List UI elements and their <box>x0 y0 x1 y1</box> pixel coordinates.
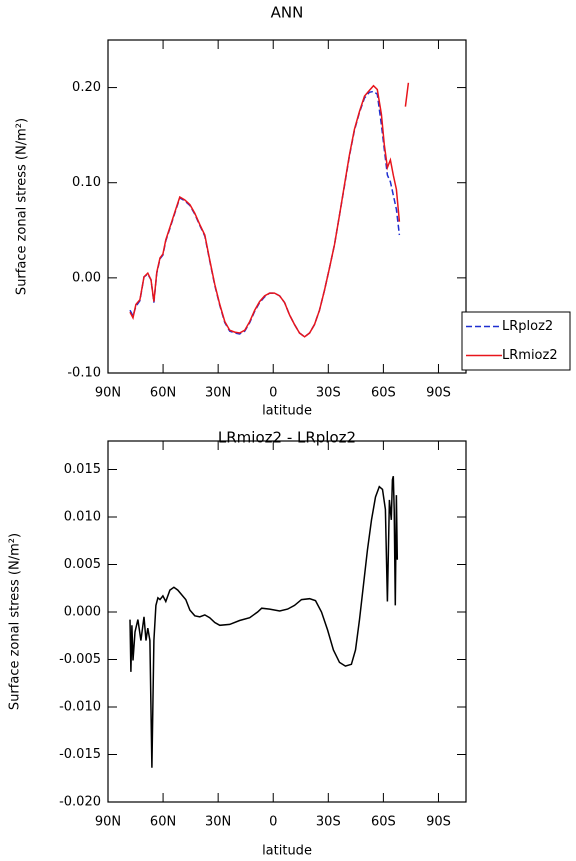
legend-frame <box>461 311 571 371</box>
x-axis-label: latitude <box>262 404 312 419</box>
y-tick-label: -0.005 <box>59 652 101 667</box>
x-tick-label: 30N <box>205 386 231 401</box>
y-tick-label: 0.015 <box>64 462 101 477</box>
data-line <box>129 90 401 338</box>
y-axis-label: Surface zonal stress (N/m²) <box>8 533 23 710</box>
x-tick-label: 0 <box>269 386 277 401</box>
x-axis-label: latitude <box>262 844 312 859</box>
x-tick-label: 90N <box>95 386 121 401</box>
x-tick-label: 60S <box>371 815 396 830</box>
y-tick-label: 0.10 <box>72 175 101 190</box>
x-tick-label: 60S <box>371 386 396 401</box>
legend-label: LRmioz2 <box>502 348 558 363</box>
y-tick-label: 0.000 <box>64 605 101 620</box>
x-tick-label: 30N <box>205 815 231 830</box>
y-tick-label: -0.015 <box>59 747 101 762</box>
chart-title: ANN <box>271 4 304 22</box>
x-tick-label: 90S <box>426 815 451 830</box>
data-line <box>129 82 410 338</box>
x-tick-label: 0 <box>269 815 277 830</box>
y-tick-label: -0.10 <box>67 366 101 381</box>
plot-frame <box>107 39 467 374</box>
chart-title: LRmioz2 - LRploz2 <box>218 429 356 447</box>
y-tick-label: 0.010 <box>64 510 101 525</box>
data-line <box>129 476 399 768</box>
x-tick-label: 30S <box>316 815 341 830</box>
y-tick-label: 0.005 <box>64 557 101 572</box>
y-tick-label: -0.010 <box>59 700 101 715</box>
x-tick-label: 30S <box>316 386 341 401</box>
y-tick-label: 0.20 <box>72 80 101 95</box>
y-axis-label: Surface zonal stress (N/m²) <box>15 118 30 295</box>
y-tick-label: 0.00 <box>72 270 101 285</box>
plot-frame <box>107 440 467 803</box>
y-tick-label: -0.020 <box>59 795 101 810</box>
legend-label: LRploz2 <box>502 319 553 334</box>
x-tick-label: 60N <box>150 386 176 401</box>
x-tick-label: 60N <box>150 815 176 830</box>
x-tick-label: 90N <box>95 815 121 830</box>
x-tick-label: 90S <box>426 386 451 401</box>
